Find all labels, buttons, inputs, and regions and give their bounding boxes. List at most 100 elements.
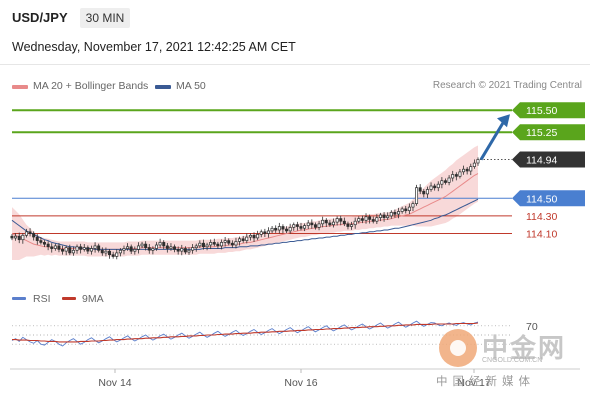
candle-body bbox=[180, 248, 184, 252]
ma20-line bbox=[11, 173, 479, 250]
candle-body bbox=[21, 234, 25, 241]
candle-body bbox=[346, 223, 350, 227]
ma20-legend-label: MA 20 + Bollinger Bands bbox=[33, 80, 149, 92]
candle-body bbox=[400, 208, 404, 212]
candle-body bbox=[350, 224, 354, 227]
candle-body bbox=[147, 247, 151, 251]
candle-body bbox=[472, 162, 476, 167]
candle-body bbox=[89, 248, 93, 252]
pivot-level-tag-3 bbox=[512, 190, 585, 207]
watermark-site: CNGOLD.COM.CN bbox=[482, 357, 543, 364]
candle-body bbox=[476, 159, 480, 164]
candle-body bbox=[285, 228, 289, 232]
candle-body bbox=[194, 245, 198, 249]
candle-body bbox=[292, 224, 296, 228]
candle-body bbox=[93, 245, 97, 249]
candle-body bbox=[266, 230, 270, 234]
candle-body bbox=[393, 212, 397, 215]
candle-body bbox=[165, 245, 169, 249]
candle-body bbox=[50, 246, 54, 249]
ma50-legend-swatch bbox=[155, 85, 171, 89]
candle-body bbox=[151, 248, 155, 251]
candle-body bbox=[57, 245, 61, 250]
candle-body bbox=[216, 243, 220, 247]
ma9-legend-swatch bbox=[62, 297, 76, 300]
candle-body bbox=[187, 249, 191, 253]
candle-body bbox=[227, 240, 231, 244]
candle-body bbox=[331, 221, 335, 226]
candle-body bbox=[451, 174, 455, 179]
candle-body bbox=[115, 252, 119, 257]
ma20-legend-swatch bbox=[12, 85, 28, 89]
candle-body bbox=[288, 227, 292, 232]
candle-body bbox=[136, 245, 140, 250]
candle-body bbox=[353, 220, 357, 226]
watermark-coin-center bbox=[450, 340, 466, 356]
candle-body bbox=[270, 227, 274, 232]
projection-arrow-head bbox=[497, 114, 510, 128]
candle-body bbox=[144, 243, 148, 248]
candle-body bbox=[183, 248, 187, 253]
candle-body bbox=[97, 245, 101, 251]
candle-body bbox=[42, 242, 46, 245]
candle-body bbox=[108, 250, 112, 256]
candle-body bbox=[418, 187, 422, 192]
candle-body bbox=[411, 203, 415, 208]
candle-body bbox=[364, 216, 368, 221]
candle-body bbox=[14, 235, 18, 239]
candle-body bbox=[169, 246, 173, 249]
candle-body bbox=[252, 234, 256, 239]
candle-body bbox=[447, 177, 451, 183]
header-divider bbox=[0, 64, 590, 65]
candle-body bbox=[321, 219, 325, 225]
candle-body bbox=[35, 236, 39, 241]
symbol-label: USD/JPY bbox=[12, 10, 68, 25]
candle-body bbox=[205, 244, 209, 248]
candle-body bbox=[53, 245, 57, 249]
current-level-tag-2 bbox=[512, 151, 585, 168]
candle-body bbox=[61, 249, 65, 252]
candle-body bbox=[79, 246, 83, 250]
x-axis-tick-label: Nov 14 bbox=[98, 377, 131, 389]
resistance-level-label-0: 115.50 bbox=[526, 105, 557, 117]
watermark-brand: 中金网 bbox=[482, 333, 567, 363]
candle-body bbox=[454, 174, 458, 177]
chart-header: USD/JPY 30 MIN bbox=[0, 0, 590, 36]
candle-body bbox=[129, 246, 133, 252]
candle-body bbox=[75, 246, 79, 251]
current-level-label-2: 114.94 bbox=[526, 155, 557, 167]
rsi-ma9-line bbox=[12, 322, 479, 343]
candle-body bbox=[263, 231, 267, 234]
candle-body bbox=[469, 166, 473, 172]
candle-body bbox=[104, 250, 108, 254]
candle-body bbox=[357, 218, 361, 222]
candle-body bbox=[191, 247, 195, 251]
timeframe-button[interactable]: 30 MIN bbox=[80, 8, 130, 28]
candle-body bbox=[436, 183, 440, 189]
candle-body bbox=[259, 231, 263, 235]
candle-body bbox=[17, 235, 21, 241]
candle-body bbox=[295, 224, 299, 227]
candle-body bbox=[39, 240, 43, 243]
candle-body bbox=[274, 227, 278, 231]
candle-body bbox=[360, 218, 364, 221]
candle-body bbox=[256, 234, 260, 239]
rsi-legend-swatch bbox=[12, 297, 26, 300]
candle-body bbox=[328, 222, 332, 226]
candle-body bbox=[122, 248, 126, 251]
candle-body bbox=[24, 231, 28, 236]
rsi-legend-label: RSI bbox=[33, 293, 51, 305]
candle-body bbox=[422, 190, 426, 195]
candle-body bbox=[425, 189, 429, 195]
candle-body bbox=[126, 246, 130, 249]
candle-body bbox=[162, 242, 166, 247]
timestamp-label: Wednesday, November 17, 2021 12:42:25 AM… bbox=[12, 40, 296, 54]
candle-body bbox=[71, 249, 75, 254]
pivot-level-label-3: 114.50 bbox=[526, 193, 557, 205]
candle-body bbox=[46, 243, 50, 248]
candle-body bbox=[201, 242, 205, 248]
candle-body bbox=[368, 216, 372, 220]
rsi-line bbox=[11, 320, 479, 347]
candle-body bbox=[371, 219, 375, 222]
